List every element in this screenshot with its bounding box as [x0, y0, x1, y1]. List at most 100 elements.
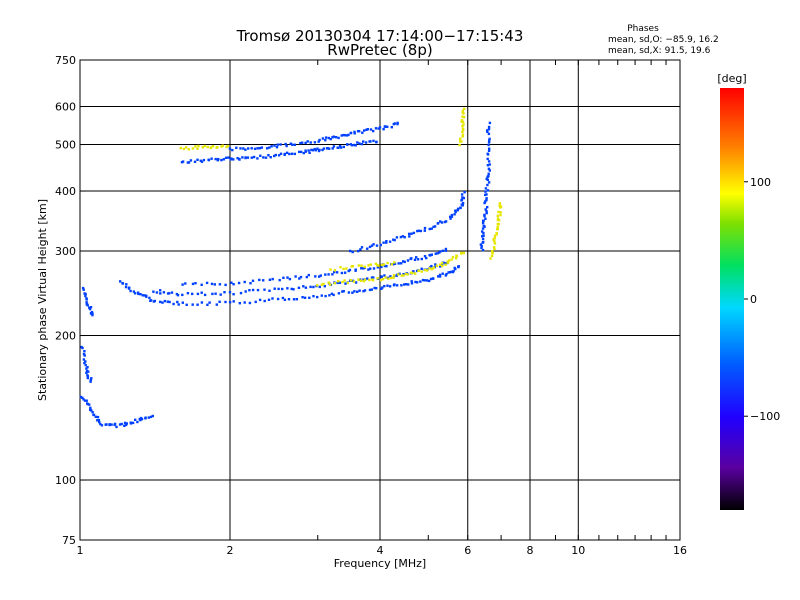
trace-10-point: [299, 141, 302, 145]
trace-11-point: [191, 147, 195, 150]
trace-5-point: [369, 267, 372, 270]
trace-13-point: [484, 217, 487, 220]
trace-4-point: [372, 276, 375, 279]
trace-4-point: [211, 292, 214, 296]
trace-0-point: [151, 414, 154, 418]
trace-6-point: [404, 272, 408, 276]
trace-7-point: [380, 263, 383, 267]
y-axis-label: Stationary phase Virtual Height [km]: [36, 199, 49, 401]
trace-5-point: [406, 259, 410, 262]
trace-10-point: [318, 138, 321, 142]
trace-8-point: [460, 198, 464, 201]
trace-11-point: [185, 146, 188, 149]
trace-13-point: [483, 215, 486, 218]
trace-9-point: [316, 147, 319, 150]
trace-6-point: [420, 270, 423, 273]
trace-9-point: [273, 154, 276, 158]
trace-11-point: [211, 145, 215, 148]
trace-8-point: [460, 193, 464, 196]
trace-5-point: [331, 273, 334, 276]
trace-10-point: [347, 133, 350, 137]
trace-10-point: [386, 125, 389, 128]
trace-10-point: [276, 143, 279, 146]
trace-1-point: [83, 350, 86, 353]
trace-0-point: [100, 424, 104, 427]
trace-5-point: [299, 275, 303, 279]
trace-13-point: [481, 248, 485, 252]
trace-8-point: [459, 206, 462, 209]
trace-4-point: [434, 263, 437, 266]
trace-4-point: [168, 292, 171, 295]
trace-8-point: [428, 227, 431, 231]
trace-9-point: [342, 145, 345, 149]
trace-5-point: [282, 276, 285, 279]
trace-8-point: [357, 249, 360, 253]
trace-9-point: [200, 160, 204, 163]
trace-3-point: [316, 295, 319, 299]
trace-3-point: [453, 266, 456, 270]
trace-13-point: [486, 189, 490, 192]
trace-3-point: [248, 301, 252, 305]
trace-13-point: [485, 177, 488, 181]
trace-5-point: [324, 273, 327, 276]
trace-8-point: [444, 220, 448, 223]
trace-4-point: [214, 292, 217, 295]
trace-0-point: [129, 422, 133, 425]
trace-9-point: [331, 147, 334, 150]
trace-3-point: [228, 301, 232, 304]
trace-3-point: [450, 270, 453, 273]
trace-3-point: [432, 277, 435, 280]
trace-12-point: [461, 120, 465, 123]
trace-3-point: [163, 299, 167, 303]
trace-7-point: [363, 265, 366, 269]
trace-3-point: [258, 298, 262, 302]
trace-9-point: [300, 150, 303, 154]
trace-6-point: [444, 263, 447, 266]
trace-6-point: [440, 261, 444, 265]
trace-5-point: [385, 265, 388, 268]
trace-9-point: [369, 140, 372, 143]
y-tick-label: 100: [55, 474, 76, 487]
trace-1-point: [90, 377, 93, 380]
y-tick-label: 600: [55, 101, 76, 114]
trace-4-point: [309, 285, 312, 289]
trace-1-point: [89, 380, 92, 383]
trace-10-point: [285, 144, 288, 148]
trace-8-point: [385, 241, 388, 244]
trace-3-point: [161, 301, 164, 304]
trace-2-point: [91, 313, 94, 317]
trace-8-point: [408, 235, 411, 238]
trace-0-point: [134, 418, 137, 421]
trace-5-point: [423, 255, 427, 258]
trace-7-point: [357, 264, 361, 267]
trace-3-point: [441, 272, 444, 275]
trace-10-point: [231, 148, 234, 152]
trace-10-point: [393, 122, 397, 125]
trace-4-point: [383, 274, 386, 277]
trace-9-point: [354, 144, 357, 147]
trace-5-point: [237, 281, 241, 285]
trace-14-point: [492, 246, 496, 249]
trace-0-point: [90, 409, 93, 412]
trace-3-point: [410, 280, 413, 283]
trace-6-point: [450, 258, 453, 261]
colorbar-tick-label: −100: [750, 410, 780, 423]
trace-9-point: [302, 151, 305, 155]
trace-8-point: [449, 217, 452, 220]
trace-13-point: [479, 243, 483, 246]
trace-8-point: [351, 250, 354, 254]
trace-7-point: [377, 264, 380, 267]
trace-5-point: [288, 277, 292, 281]
trace-3-point: [263, 299, 266, 303]
trace-3-point: [121, 282, 125, 285]
trace-4-point: [152, 290, 155, 293]
colorbar-tick-label: 100: [750, 176, 771, 189]
trace-4-point: [176, 294, 180, 297]
trace-9-point: [277, 154, 281, 157]
trace-4-point: [402, 273, 405, 276]
trace-10-point: [279, 143, 282, 146]
trace-9-point: [314, 149, 317, 152]
trace-4-point: [232, 293, 235, 296]
trace-12-point: [461, 115, 464, 118]
